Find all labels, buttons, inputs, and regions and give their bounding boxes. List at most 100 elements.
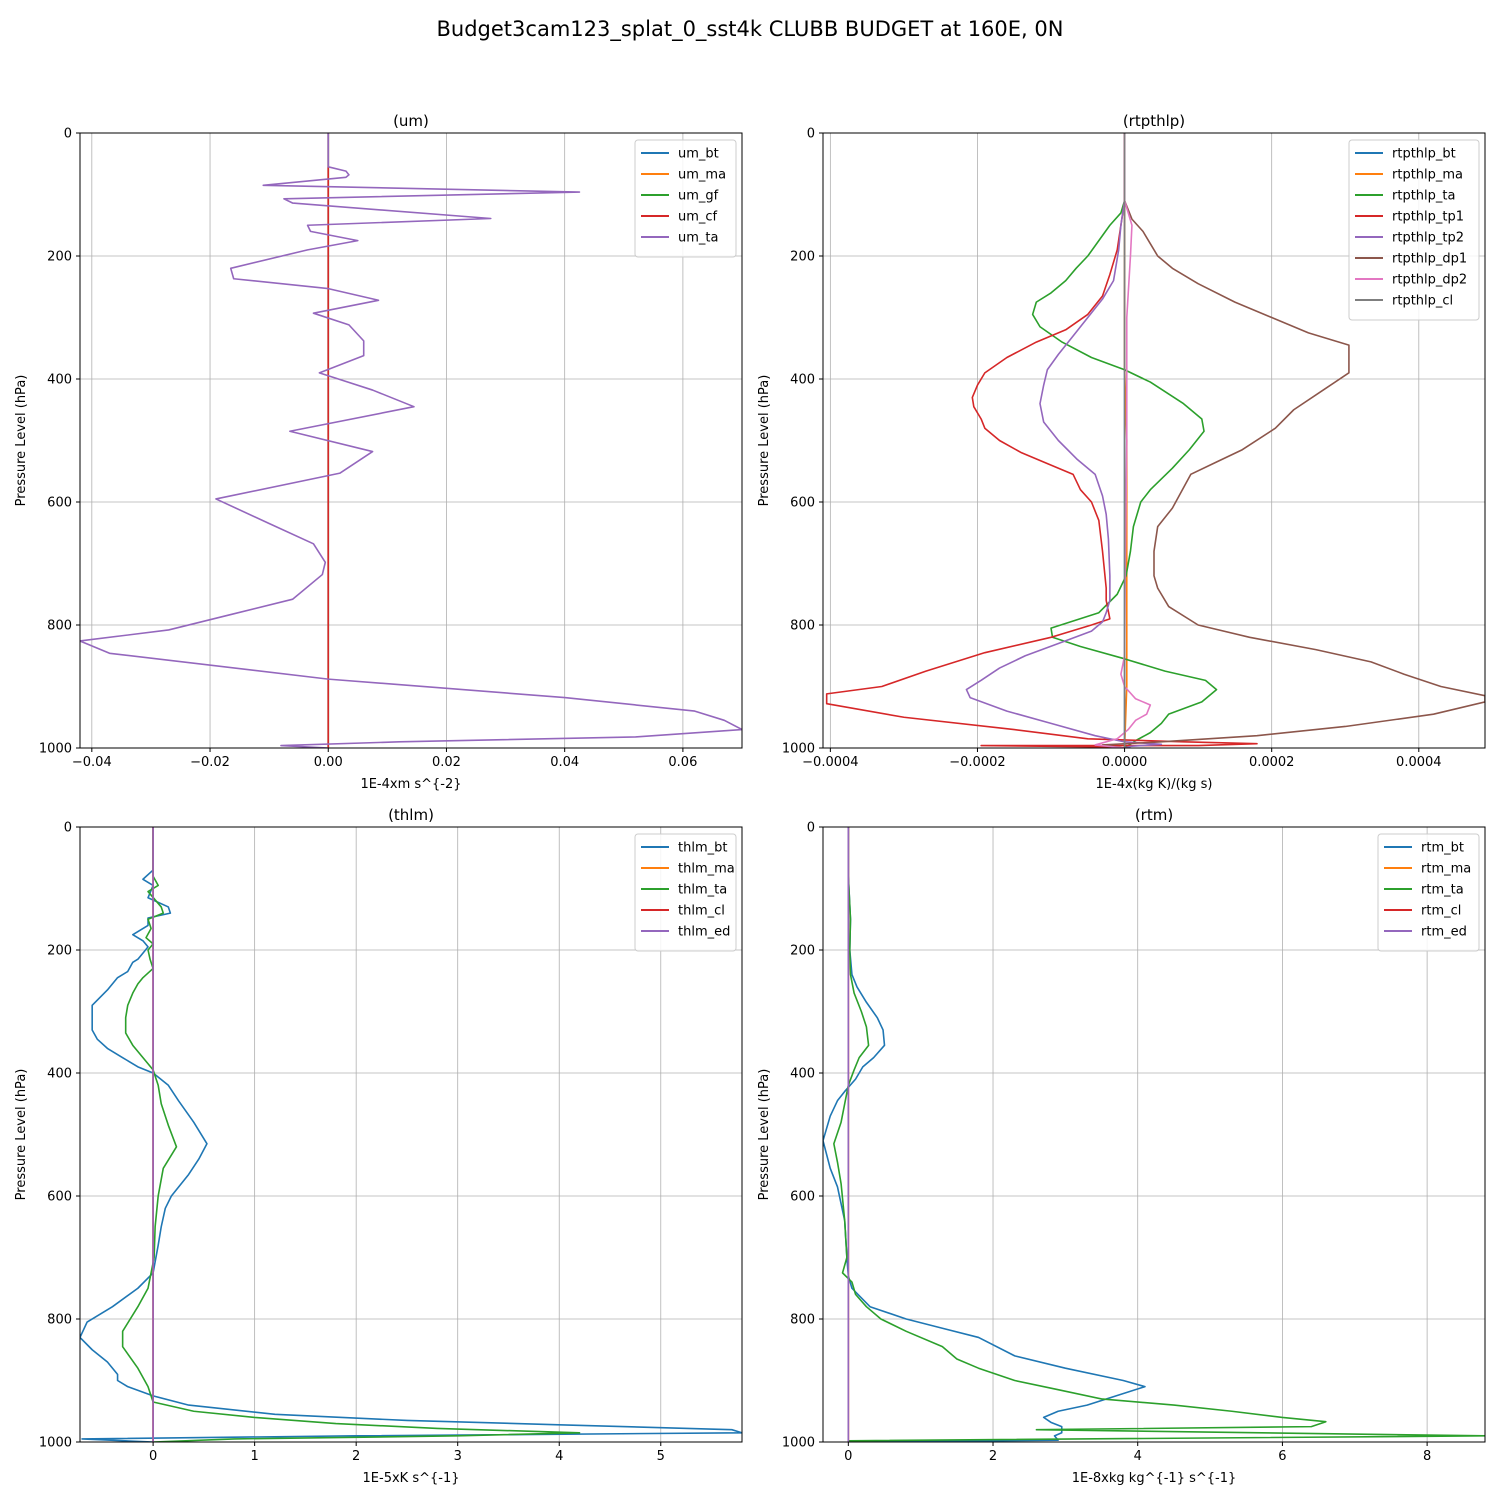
- chart-title: (um): [393, 112, 429, 130]
- x-tick-label: 0.0004: [1396, 755, 1442, 770]
- y-tick-label: 0: [807, 127, 815, 142]
- legend-label: rtpthlp_tp2: [1392, 231, 1464, 246]
- y-tick-label: 400: [790, 373, 815, 388]
- chart-title: (rtm): [1135, 806, 1173, 824]
- legend-label: um_bt: [678, 147, 719, 162]
- y-tick-label: 600: [790, 1190, 815, 1205]
- x-tick-label: 0: [844, 1449, 852, 1464]
- x-axis-label: 1E-4x(kg K)/(kg s): [1096, 777, 1213, 792]
- x-tick-label: 0.04: [550, 755, 579, 770]
- legend-label: rtpthlp_dp1: [1392, 252, 1467, 267]
- x-tick-label: 4: [1134, 1449, 1142, 1464]
- y-tick-label: 200: [47, 944, 72, 959]
- x-tick-label: 0.0002: [1249, 755, 1295, 770]
- legend-box: [1377, 833, 1480, 952]
- x-tick-label: −0.0002: [949, 755, 1005, 770]
- legend-label: thlm_cl: [678, 904, 725, 919]
- y-axis-label: Pressure Level (hPa): [757, 1069, 772, 1201]
- y-tick-label: 1000: [782, 1436, 815, 1451]
- y-tick-label: 400: [790, 1067, 815, 1082]
- legend-label: rtpthlp_tp1: [1392, 210, 1464, 225]
- panels: −0.04 −0.02 0.00 0.02 0.04 0.0602004006008001…: [14, 112, 1486, 1486]
- y-axis-label: Pressure Level (hPa): [14, 1069, 29, 1201]
- y-tick-label: 400: [47, 373, 72, 388]
- legend-box: [634, 833, 737, 952]
- legend-label: um_gf: [678, 189, 719, 204]
- x-tick-label: −0.0004: [802, 755, 858, 770]
- legend-label: um_ma: [678, 168, 726, 183]
- legend: um_bt um_ma um_gf um_cf um_ta: [634, 139, 737, 258]
- y-tick-label: 1000: [39, 742, 72, 757]
- y-tick-label: 800: [47, 1313, 72, 1328]
- chart-panel-4: 0 2 4 6 8 0 200 400 600 800 1000 (rtm) 1E-8xkg kg^{-…: [757, 806, 1486, 1486]
- x-tick-label: 6: [1278, 1449, 1286, 1464]
- y-tick-label: 1000: [39, 1436, 72, 1451]
- legend: thlm_bt thlm_ma thlm_ta thlm_cl thlm_ed: [634, 833, 737, 952]
- legend-label: rtpthlp_dp2: [1392, 273, 1467, 288]
- y-tick-label: 600: [47, 1190, 72, 1205]
- x-tick-label: 5: [657, 1449, 665, 1464]
- legend-label: thlm_ed: [678, 925, 730, 940]
- x-axis-label: 1E-5xK s^{-1}: [363, 1471, 460, 1486]
- legend-label: rtm_ma: [1421, 862, 1471, 877]
- legend-label: rtpthlp_cl: [1392, 294, 1453, 309]
- y-axis-label: Pressure Level (hPa): [14, 375, 29, 507]
- legend-label: thlm_ma: [678, 862, 735, 877]
- x-tick-label: 0.00: [314, 755, 343, 770]
- legend-box: [1348, 139, 1480, 321]
- legend-label: rtm_ta: [1421, 883, 1464, 898]
- series-group: [80, 827, 742, 1442]
- x-tick-label: 3: [454, 1449, 462, 1464]
- legend-box: [634, 139, 737, 258]
- chart-title: (thlm): [388, 806, 434, 824]
- series-line-rtpthlp_dp2: [1094, 133, 1152, 748]
- series-line-rtpthlp_tp2: [965, 133, 1163, 748]
- x-tick-label: 0: [149, 1449, 157, 1464]
- x-tick-label: −0.04: [72, 755, 112, 770]
- legend: rtm_bt rtm_ma rtm_ta rtm_cl rtm_ed: [1377, 833, 1480, 952]
- y-tick-label: 400: [47, 1067, 72, 1082]
- series-line-rtpthlp_tp1: [825, 133, 1258, 748]
- legend: rtpthlp_bt rtpthlp_ma rtpthlp_ta rtpthlp_tp…: [1348, 139, 1480, 321]
- x-tick-label: 4: [555, 1449, 563, 1464]
- series-line-thlm_ta: [121, 827, 581, 1442]
- series-line-rtm_ta: [833, 827, 1485, 1442]
- y-tick-label: 0: [64, 821, 72, 836]
- series-group: [825, 133, 1485, 748]
- chart-panel-1: −0.04 −0.02 0.00 0.02 0.04 0.06 0 200 400 600 800 1…: [14, 112, 743, 792]
- y-tick-label: 200: [47, 250, 72, 265]
- series-group: [80, 133, 742, 748]
- x-tick-label: 0.06: [668, 755, 697, 770]
- legend-label: thlm_bt: [678, 841, 727, 856]
- legend-label: rtpthlp_ta: [1392, 189, 1455, 204]
- series-line-um_ta: [80, 133, 742, 748]
- legend-label: rtm_ed: [1421, 925, 1467, 940]
- chart-title: (rtpthlp): [1123, 112, 1185, 130]
- y-tick-label: 200: [790, 250, 815, 265]
- x-tick-label: 0.0000: [1102, 755, 1148, 770]
- x-tick-label: 1: [250, 1449, 258, 1464]
- y-tick-label: 0: [807, 821, 815, 836]
- y-tick-label: 200: [790, 944, 815, 959]
- chart-panel-2: −0.0004 −0.0002 0.0000 0.0002 0.0004 0 200 400 6…: [757, 112, 1486, 792]
- legend-label: um_ta: [678, 231, 718, 246]
- y-tick-label: 1000: [782, 742, 815, 757]
- legend-label: rtm_cl: [1421, 904, 1461, 919]
- legend-label: rtpthlp_ma: [1392, 168, 1463, 183]
- chart-panel-3: 0 1 2 3 4 5 0 200 400 600 800 1000 (thlm) 1E-5xK s^{-…: [14, 806, 743, 1486]
- x-axis-label: 1E-8xkg kg^{-1} s^{-1}: [1072, 1471, 1237, 1486]
- x-tick-label: 2: [989, 1449, 997, 1464]
- y-axis-label: Pressure Level (hPa): [757, 375, 772, 507]
- legend-label: rtm_bt: [1421, 841, 1464, 856]
- y-tick-label: 800: [790, 1313, 815, 1328]
- y-tick-label: 800: [47, 619, 72, 634]
- y-tick-label: 800: [790, 619, 815, 634]
- axes-frame: [79, 826, 743, 1443]
- legend-label: um_cf: [678, 210, 718, 225]
- y-tick-label: 600: [790, 496, 815, 511]
- y-tick-label: 0: [64, 127, 72, 142]
- x-tick-label: 0.02: [432, 755, 461, 770]
- axes-frame: [822, 826, 1486, 1443]
